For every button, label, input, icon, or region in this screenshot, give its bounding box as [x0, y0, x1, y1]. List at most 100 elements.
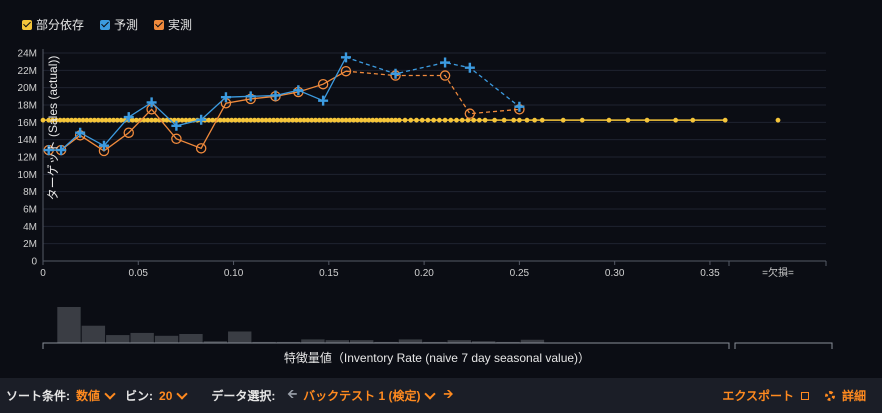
histogram-bar	[447, 340, 471, 343]
partial-dependence-point	[539, 117, 545, 123]
partial-dependence-point	[476, 117, 482, 123]
partial-dependence-point	[103, 117, 109, 123]
predicted-point	[43, 145, 54, 156]
predicted-line-dashed	[345, 56, 520, 108]
x-tick-label: 0.10	[224, 268, 244, 279]
partial-dependence-point	[88, 117, 94, 123]
partial-dependence-point	[324, 117, 330, 123]
grid-lines	[43, 52, 826, 262]
legend-label: 予測	[114, 18, 139, 32]
chevron-down-icon	[104, 388, 116, 400]
partial-dependence-point	[153, 117, 158, 123]
arrow-right-icon[interactable]: 🡪	[443, 387, 454, 401]
partial-dependence-point	[65, 117, 71, 123]
histogram-bar	[471, 341, 496, 343]
partial-dependence-point	[69, 117, 74, 123]
legend: 部分依存 予測 実測	[22, 16, 192, 33]
actual-point	[317, 78, 329, 90]
gear-icon	[824, 390, 835, 401]
histogram-bar	[154, 335, 179, 343]
partial-dependence-point	[40, 117, 46, 123]
export-button[interactable]: エクスポート	[722, 387, 809, 404]
partial-dependence-point	[50, 117, 55, 123]
y-tick-label: 22M	[18, 66, 37, 77]
partial-dependence-point	[579, 117, 585, 123]
bottom-toolbar: ソート条件: 数値 ビン: 20 データ選択: 🡨 バックテスト 1 (検定) …	[0, 378, 882, 413]
partial-dependence-point	[381, 117, 387, 123]
histogram-bar	[423, 341, 447, 343]
partial-dependence-point	[210, 117, 215, 123]
partial-dependence-point	[80, 117, 86, 123]
partial-dependence-point	[393, 117, 398, 123]
legend-label: 部分依存	[36, 18, 85, 32]
checkbox-icon[interactable]	[100, 19, 111, 30]
y-axis-label: ターゲット (Sales (actual))	[46, 56, 60, 201]
histogram-bar	[228, 331, 252, 343]
partial-dependence-point	[316, 117, 322, 123]
predicted-point	[340, 52, 351, 63]
histogram-bar	[374, 341, 398, 343]
partial-dependence-point	[690, 117, 696, 123]
partial-dependence-point	[644, 117, 650, 123]
histogram-bar	[398, 339, 423, 343]
partial-dependence-point	[722, 117, 728, 123]
partial-dependence-point	[267, 117, 273, 123]
details-button[interactable]: 詳細	[824, 387, 866, 404]
x-tick-label: 0	[40, 268, 46, 279]
partial-dependence-point	[358, 117, 364, 123]
checkbox-icon[interactable]	[22, 19, 32, 30]
partial-dependence-point	[53, 117, 59, 123]
x-tick-label: 0.05	[129, 268, 149, 279]
histogram-bar	[179, 334, 203, 343]
data-selection-value: バックテスト 1 (検定)	[303, 389, 421, 403]
legend-item-predicted[interactable]: 予測	[100, 16, 138, 33]
partial-dependence-point	[482, 117, 488, 123]
partial-dependence-point	[673, 117, 679, 123]
bins-dropdown[interactable]: 20	[159, 388, 189, 403]
legend-item-actual[interactable]: 実測	[154, 16, 192, 33]
chevron-down-icon	[424, 388, 437, 400]
partial-dependence-point	[225, 117, 231, 123]
partial-dependence-point	[309, 117, 315, 123]
partial-dependence-point	[425, 117, 431, 123]
sort-label: ソート条件:	[6, 389, 70, 403]
legend-item-partial-dependence[interactable]: 部分依存	[22, 16, 84, 33]
predicted-point	[245, 91, 256, 102]
partial-dependence-point	[130, 117, 135, 123]
partial-dependence-point	[248, 117, 254, 123]
chevron-down-icon	[176, 388, 189, 400]
series-predicted	[43, 52, 525, 156]
histogram-bar	[130, 332, 154, 343]
partial-dependence-point	[278, 117, 284, 123]
y-tick-label: 6M	[23, 205, 37, 216]
partial-dependence-point	[236, 117, 242, 123]
partial-dependence-point	[408, 117, 414, 123]
series-actual	[43, 65, 525, 157]
x-axis: 0 0.05 0.10 0.15 0.20 0.25 0.30 0.35	[40, 260, 827, 279]
actual-point	[340, 65, 352, 77]
partial-dependence-point	[133, 117, 139, 123]
partial-dependence-point	[524, 117, 530, 123]
data-selection-dropdown[interactable]: バックテスト 1 (検定)	[303, 387, 437, 404]
y-axis: 0 2M 4M 6M 8M 10M 12M 14M 16M 18M 20M 22M 24M	[18, 49, 44, 268]
histogram-bracket	[42, 342, 730, 349]
partial-dependence-point	[252, 117, 257, 123]
partial-dependence-point	[114, 117, 120, 123]
partial-dependence-point	[92, 117, 97, 123]
histogram-bar	[106, 335, 130, 343]
y-tick-label: 10M	[18, 170, 37, 181]
arrow-left-icon[interactable]: 🡨	[287, 387, 298, 401]
partial-dependence-point	[362, 117, 368, 123]
partial-dependence-point	[72, 117, 78, 123]
y-tick-label: 8M	[23, 187, 37, 198]
partial-dependence-point	[255, 117, 261, 123]
predicted-point	[440, 57, 451, 68]
sort-dropdown[interactable]: 数値	[76, 387, 117, 404]
y-tick-label: 20M	[18, 83, 37, 94]
predicted-point	[75, 127, 86, 138]
partial-dependence-point	[339, 117, 345, 123]
partial-dependence-point	[436, 117, 442, 123]
y-tick-label: 24M	[18, 49, 37, 60]
checkbox-icon[interactable]	[154, 19, 165, 30]
partial-dependence-point	[459, 117, 465, 123]
